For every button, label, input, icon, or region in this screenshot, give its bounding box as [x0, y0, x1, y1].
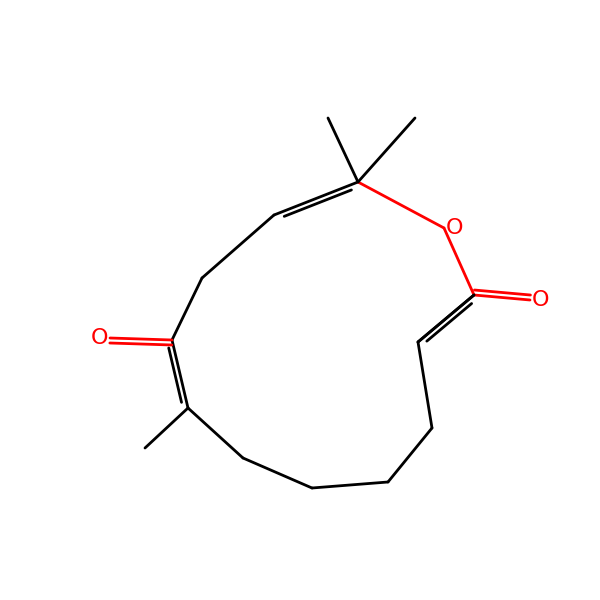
Text: O: O: [446, 218, 464, 238]
Text: O: O: [532, 290, 550, 310]
Text: O: O: [91, 328, 108, 348]
